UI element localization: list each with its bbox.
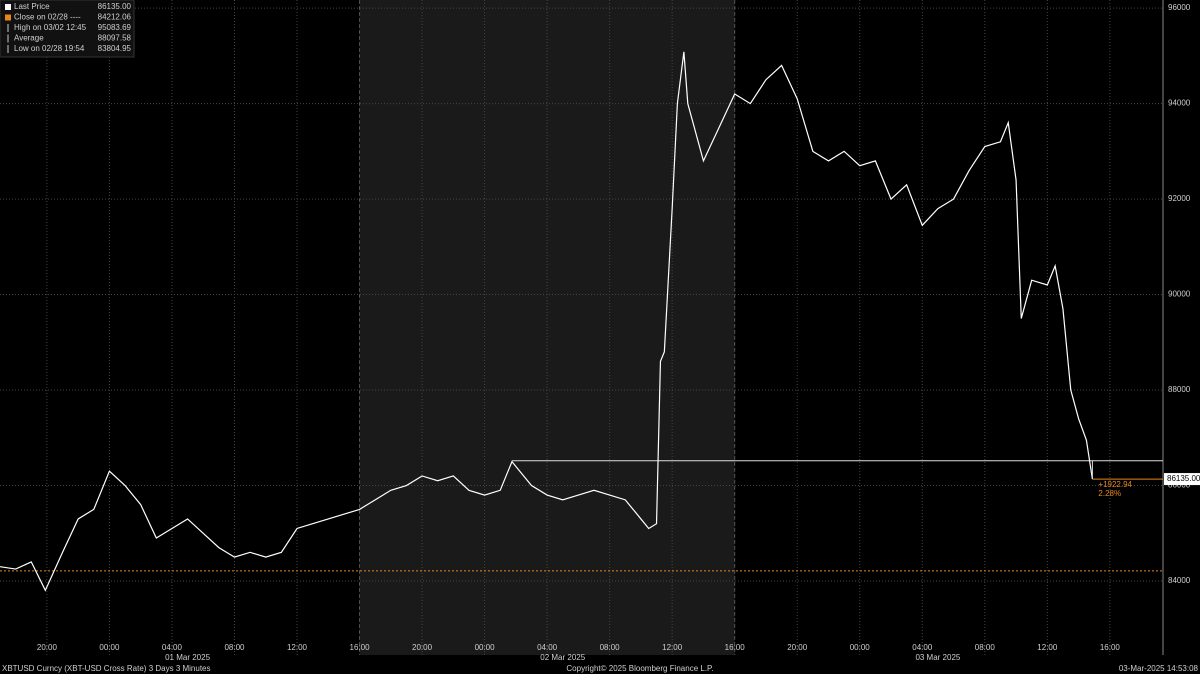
x-tick-label: 12:00 (287, 643, 308, 652)
y-tick-label: 96000 (1168, 3, 1191, 12)
x-tick-label: 04:00 (537, 643, 558, 652)
x-tick-label: 04:00 (162, 643, 183, 652)
legend-label: Average (14, 34, 44, 43)
date-label: 01 Mar 2025 (165, 653, 210, 662)
legend-value: 83804.95 (98, 44, 132, 53)
x-tick-label: 20:00 (412, 643, 433, 652)
legend-swatch (5, 4, 11, 10)
x-tick-label: 00:00 (99, 643, 120, 652)
x-tick-label: 12:00 (1037, 643, 1058, 652)
x-tick-label: 16:00 (350, 643, 371, 652)
y-tick-label: 84000 (1168, 576, 1191, 585)
last-price-box (1164, 473, 1200, 486)
legend-value: 84212.06 (98, 13, 132, 22)
date-label: 02 Mar 2025 (540, 653, 585, 662)
legend-label: Last Price (14, 2, 50, 11)
footer-left: XBTUSD Curncy (XBT-USD Cross Rate) 3 Day… (2, 664, 211, 673)
legend-value: 86135.00 (98, 2, 132, 11)
footer-right: 03-Mar-2025 14:53:08 (1119, 664, 1199, 673)
x-tick-label: 00:00 (475, 643, 496, 652)
x-tick-label: 08:00 (975, 643, 996, 652)
y-tick-label: 88000 (1168, 385, 1191, 394)
x-tick-label: 04:00 (912, 643, 933, 652)
x-tick-label: 00:00 (850, 643, 871, 652)
y-tick-label: 90000 (1168, 290, 1191, 299)
legend-value: 95083.69 (98, 23, 132, 32)
x-tick-label: 16:00 (725, 643, 746, 652)
y-tick-label: 92000 (1168, 194, 1191, 203)
change-label: +1922.94 (1098, 480, 1132, 489)
x-tick-label: 20:00 (37, 643, 58, 652)
legend-label: High on 03/02 12:45 (14, 23, 87, 32)
y-tick-label: 86000 (1168, 481, 1191, 490)
legend-swatch (5, 14, 11, 21)
x-tick-label: 12:00 (662, 643, 683, 652)
legend-label: Close on 02/28 ---- (14, 13, 81, 22)
y-tick-label: 94000 (1168, 99, 1191, 108)
footer-center: Copyright© 2025 Bloomberg Finance L.P. (566, 664, 713, 673)
legend-value: 88097.58 (98, 34, 132, 43)
x-tick-label: 20:00 (787, 643, 808, 652)
last-price-label: 86135.00 (1167, 474, 1200, 483)
x-tick-label: 16:00 (1100, 643, 1121, 652)
legend-box (0, 0, 135, 58)
x-tick-label: 08:00 (600, 643, 621, 652)
date-label: 03 Mar 2025 (915, 653, 960, 662)
price-line (0, 51, 1093, 592)
change-pct-label: 2.28% (1098, 489, 1121, 498)
x-tick-label: 08:00 (224, 643, 245, 652)
legend-label: Low on 02/28 19:54 (14, 44, 85, 53)
